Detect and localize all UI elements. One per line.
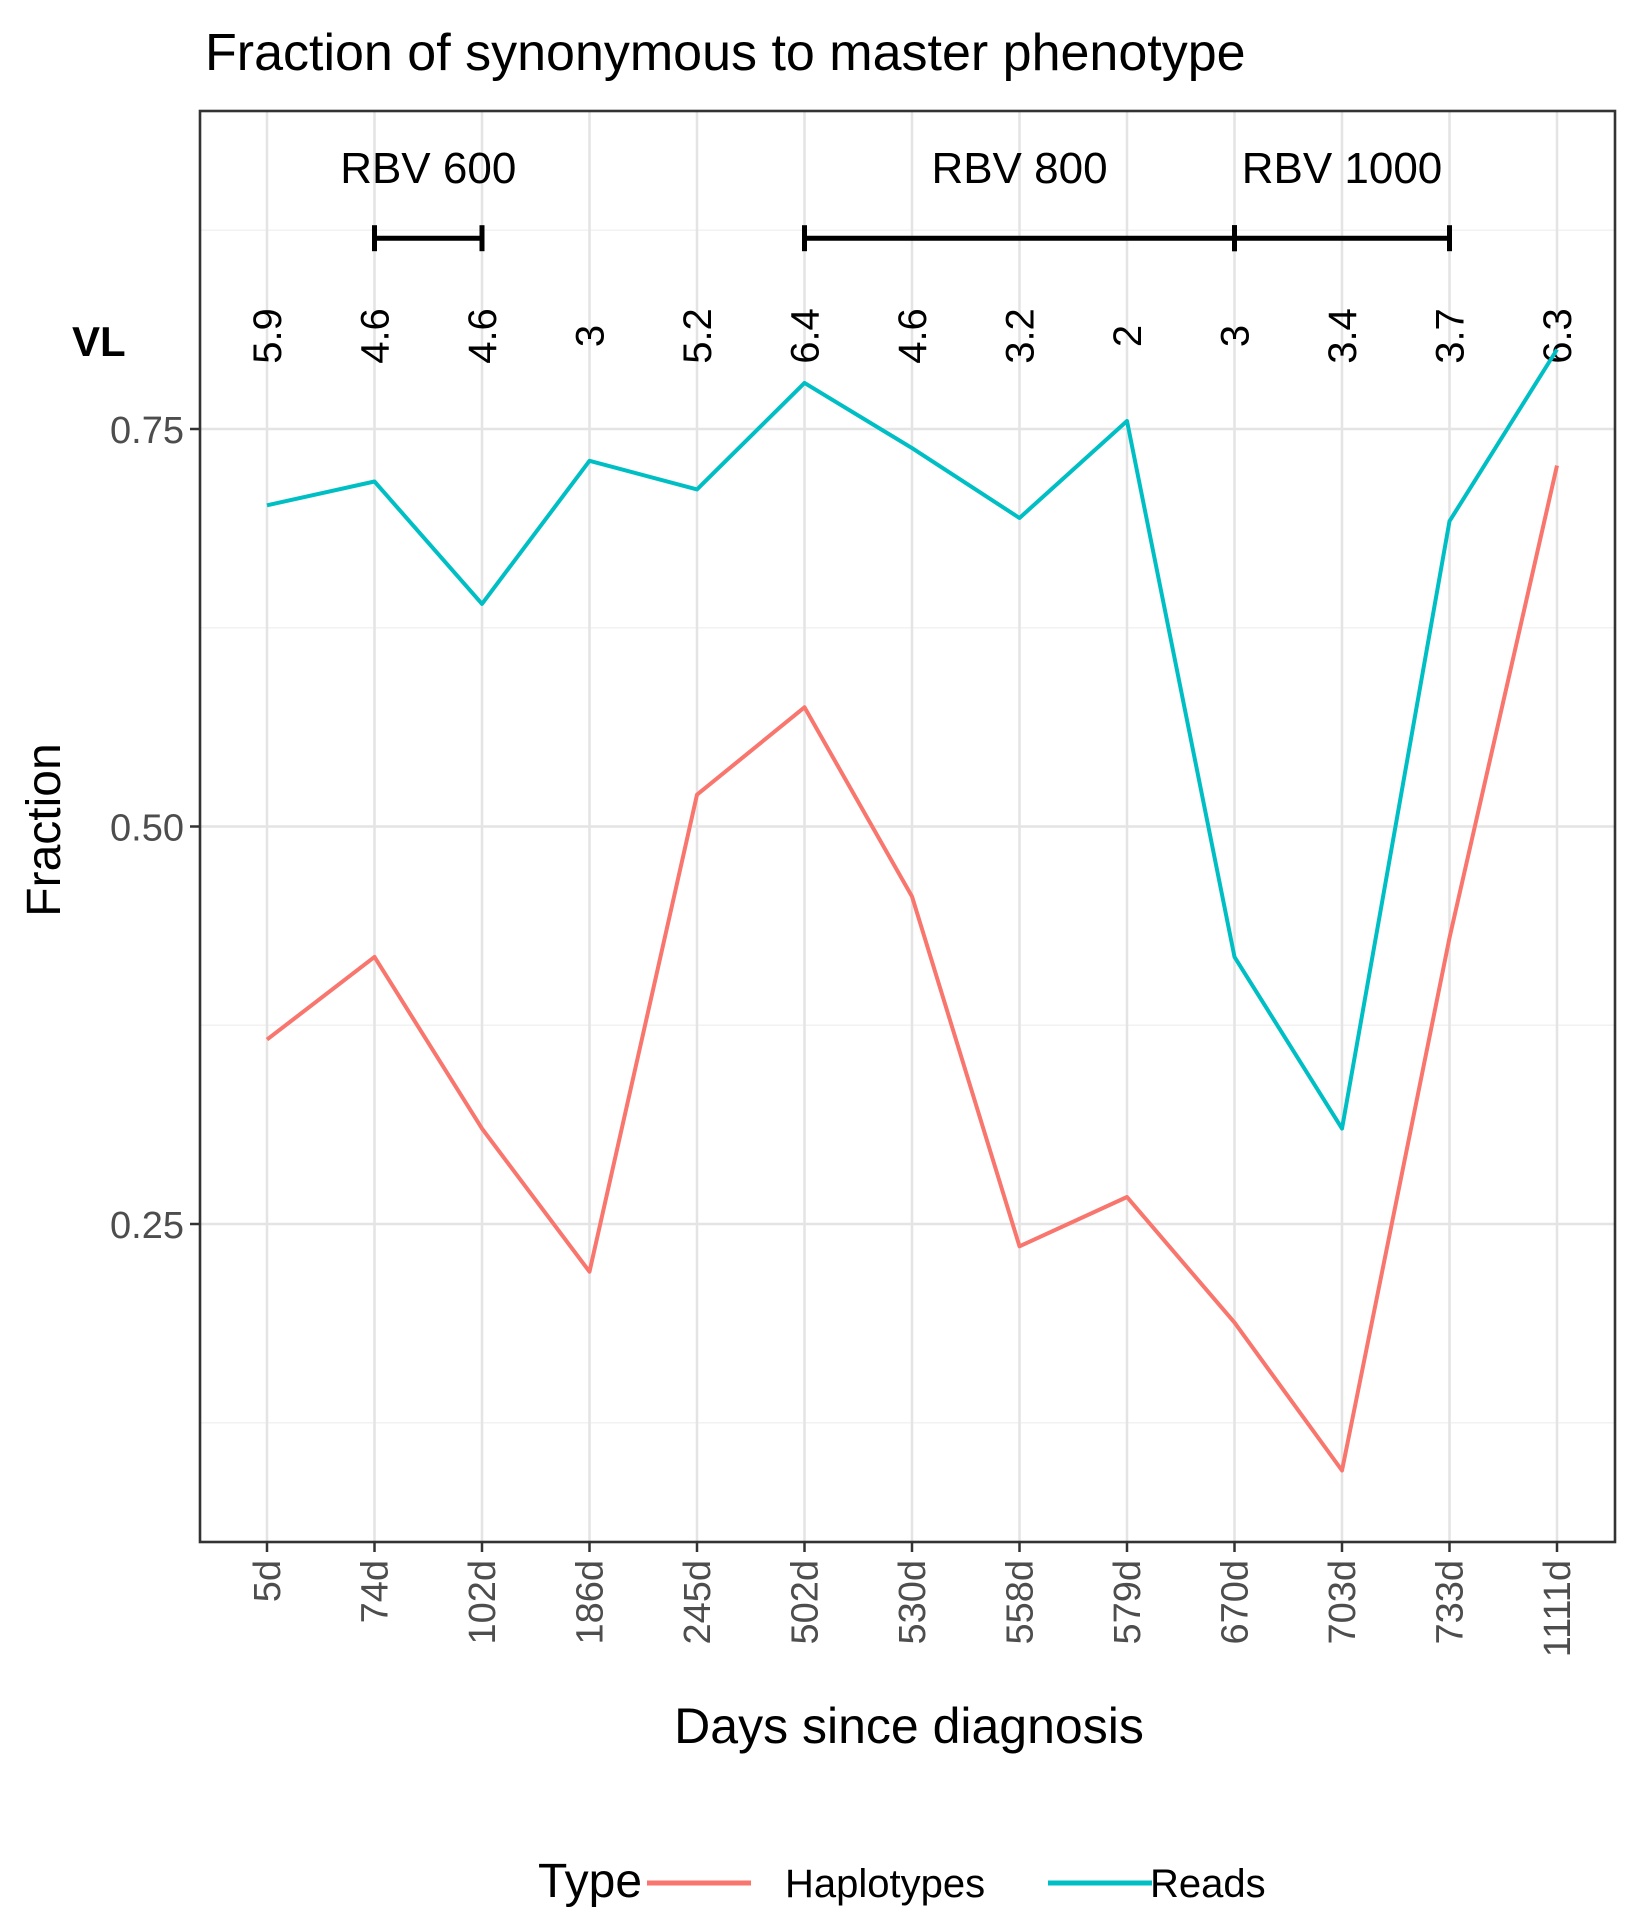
x-tick-label: 703d <box>1322 1560 1364 1645</box>
x-tick-label: 1111d <box>1537 1560 1579 1657</box>
y-tick-label: 0.50 <box>110 808 184 850</box>
x-tick-label: 245d <box>677 1560 719 1645</box>
chart-title: Fraction of synonymous to master phenoty… <box>205 24 1246 82</box>
vl-value: 4.6 <box>891 308 935 364</box>
series-line-haplotypes <box>265 465 1559 1473</box>
y-tick-label: 0.25 <box>110 1205 184 1247</box>
treatment-label: RBV 800 <box>931 144 1107 193</box>
legend-title: Type <box>538 1855 642 1908</box>
x-tick-label: 530d <box>892 1560 934 1645</box>
treatment-label: RBV 600 <box>340 144 516 193</box>
y-axis: 0.25 0.50 0.75 <box>110 410 200 1247</box>
legend-label-haplotypes: Haplotypes <box>785 1862 985 1906</box>
vl-value: 2 <box>1106 325 1150 347</box>
series-lines <box>265 348 1559 1473</box>
vl-value: 3.2 <box>999 308 1043 364</box>
vl-value: 3 <box>569 325 613 347</box>
vl-value: 5.2 <box>676 308 720 364</box>
x-tick-label: 670d <box>1215 1560 1257 1645</box>
vl-value: 3 <box>1214 325 1258 347</box>
vl-values: 5.9 4.6 4.6 3 5.2 6.4 4.6 3.2 2 3 3.4 3.7 6.3 <box>246 308 1580 364</box>
x-axis: 5d 74d 102d 186d 245d 502d 530d 558d 579d 670d 703… <box>247 1542 1579 1657</box>
treatment-label: RBV 1000 <box>1242 144 1443 193</box>
vl-value: 3.7 <box>1429 308 1473 364</box>
vl-label: VL <box>72 318 126 365</box>
x-axis-label: Days since diagnosis <box>674 1698 1144 1754</box>
x-tick-label: 5d <box>247 1560 289 1602</box>
y-tick-label: 0.75 <box>110 410 184 452</box>
series-line-reads <box>266 348 1559 1131</box>
legend-label-reads: Reads <box>1150 1862 1266 1906</box>
vl-value: 4.6 <box>461 308 505 364</box>
vl-value: 6.3 <box>1536 308 1580 364</box>
legend: Type Haplotypes Reads <box>538 1855 1266 1908</box>
grid <box>200 111 1615 1542</box>
x-tick-label: 186d <box>570 1560 612 1645</box>
vl-value: 6.4 <box>784 308 828 364</box>
y-axis-label: Fraction <box>18 743 71 916</box>
vl-value: 5.9 <box>246 308 290 364</box>
x-tick-label: 579d <box>1107 1560 1149 1645</box>
x-tick-label: 502d <box>785 1560 827 1645</box>
vl-value: 3.4 <box>1321 308 1365 364</box>
x-tick-label: 558d <box>1000 1560 1042 1645</box>
x-tick-label: 733d <box>1430 1560 1472 1645</box>
treatment-annotations: RBV 600 RBV 800 RBV 1000 <box>340 144 1452 252</box>
x-tick-label: 74d <box>355 1560 397 1623</box>
x-tick-label: 102d <box>462 1560 504 1645</box>
vl-value: 4.6 <box>354 308 398 364</box>
